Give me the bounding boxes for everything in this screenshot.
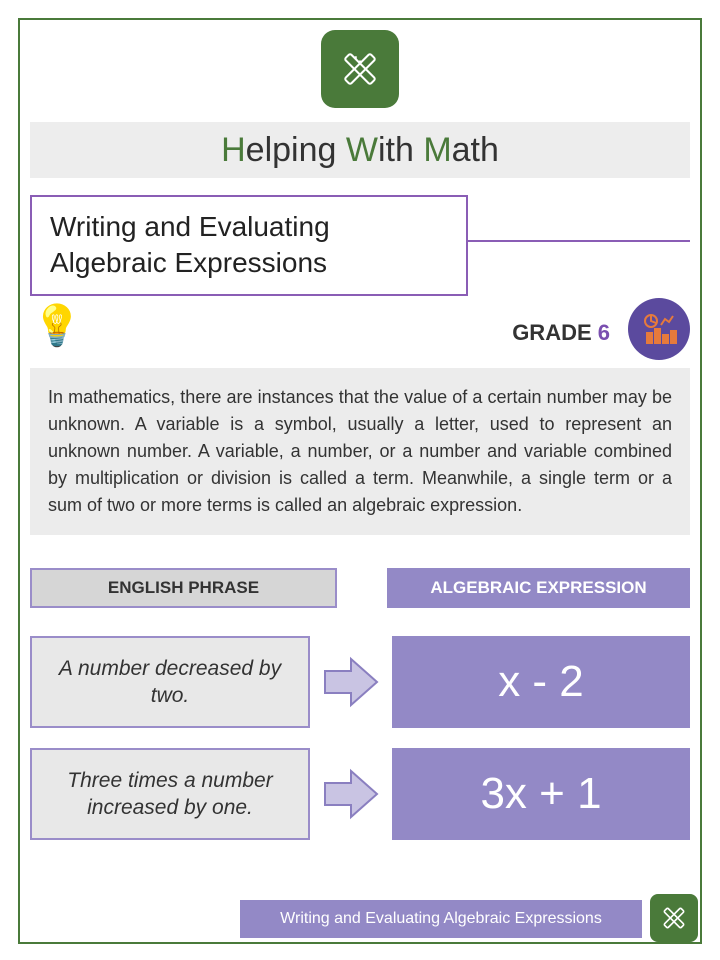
title-rest-0: elping bbox=[246, 131, 346, 169]
grade-label: GRADE 6 bbox=[512, 320, 610, 346]
chart-icon bbox=[639, 309, 679, 349]
brand-title: Helping With Math bbox=[221, 131, 499, 170]
arrow-right-icon bbox=[323, 655, 379, 709]
pencil-ruler-icon bbox=[334, 43, 386, 95]
expression-box-2: 3x + 1 bbox=[392, 748, 690, 840]
brand-logo-bottom bbox=[650, 894, 698, 942]
lesson-title: Writing and Evaluating Algebraic Express… bbox=[50, 209, 448, 282]
description-text: In mathematics, there are instances that… bbox=[48, 384, 672, 519]
chart-badge bbox=[628, 298, 690, 360]
accent-line bbox=[468, 240, 690, 242]
brand-title-bar: Helping With Math bbox=[30, 122, 690, 178]
column-headers: ENGLISH PHRASE ALGEBRAIC EXPRESSION bbox=[30, 568, 690, 608]
lightbulb-icon: 💡 bbox=[32, 302, 82, 349]
title-rest-2: ath bbox=[452, 131, 499, 169]
title-rest-1: ith bbox=[378, 131, 423, 169]
pencil-ruler-icon bbox=[657, 901, 691, 935]
example-row-2: Three times a number increased by one. 3… bbox=[30, 748, 690, 840]
expression-box-1: x - 2 bbox=[392, 636, 690, 728]
expression-text-1: x - 2 bbox=[498, 657, 584, 707]
header-english-phrase: ENGLISH PHRASE bbox=[30, 568, 337, 608]
arrow-1 bbox=[322, 655, 380, 709]
arrow-2 bbox=[322, 767, 380, 821]
footer-bar: Writing and Evaluating Algebraic Express… bbox=[240, 900, 642, 938]
header-algebraic-expression: ALGEBRAIC EXPRESSION bbox=[387, 568, 690, 608]
lesson-title-box: Writing and Evaluating Algebraic Express… bbox=[30, 195, 468, 296]
title-cap-m: M bbox=[423, 131, 451, 169]
phrase-text-1: A number decreased by two. bbox=[46, 655, 294, 710]
title-cap-w: W bbox=[346, 131, 378, 169]
grade-number: 6 bbox=[598, 320, 610, 345]
example-row-1: A number decreased by two. x - 2 bbox=[30, 636, 690, 728]
arrow-right-icon bbox=[323, 767, 379, 821]
phrase-box-1: A number decreased by two. bbox=[30, 636, 310, 728]
brand-logo-top bbox=[321, 30, 399, 108]
phrase-text-2: Three times a number increased by one. bbox=[46, 767, 294, 822]
footer-text: Writing and Evaluating Algebraic Express… bbox=[280, 910, 602, 928]
expression-text-2: 3x + 1 bbox=[480, 769, 601, 819]
grade-text: GRADE bbox=[512, 320, 598, 345]
description-box: In mathematics, there are instances that… bbox=[30, 368, 690, 535]
title-cap-h: H bbox=[221, 131, 246, 169]
phrase-box-2: Three times a number increased by one. bbox=[30, 748, 310, 840]
